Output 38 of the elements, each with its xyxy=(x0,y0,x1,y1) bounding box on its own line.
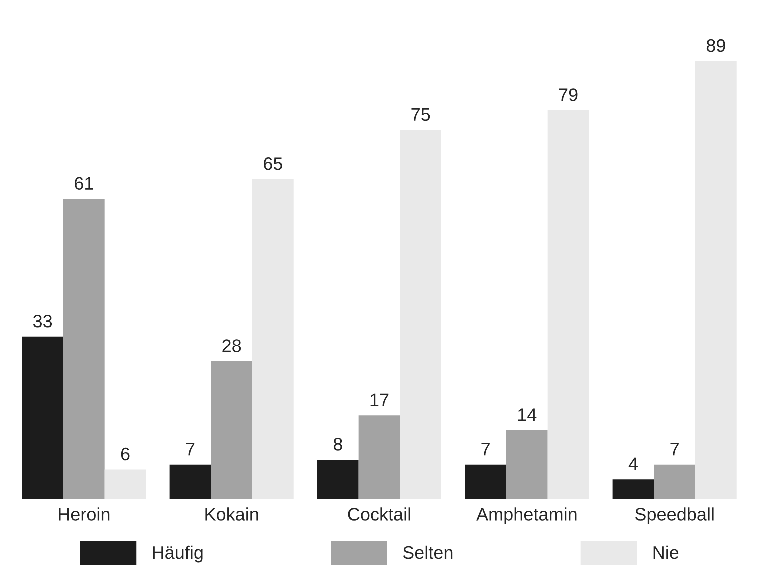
data-label: 17 xyxy=(370,394,389,406)
x-tick-label: Amphetamin xyxy=(476,508,577,524)
data-label: 14 xyxy=(518,408,537,422)
x-tick-label: Kokain xyxy=(206,508,258,521)
bar xyxy=(654,464,696,500)
data-label: 4 xyxy=(628,458,638,470)
x-tick-label: Cocktail xyxy=(348,508,410,521)
x-tick-label: Heroin xyxy=(59,508,110,521)
bar xyxy=(22,336,64,500)
bar xyxy=(211,362,253,500)
data-label: 28 xyxy=(222,340,242,352)
data-label: 7 xyxy=(186,443,195,456)
bar xyxy=(400,130,442,500)
data-label: 61 xyxy=(75,177,94,190)
bar xyxy=(506,430,548,500)
bar xyxy=(252,179,294,500)
data-label: 79 xyxy=(559,88,578,102)
bar xyxy=(696,61,737,500)
bar xyxy=(317,460,359,500)
legend-label: Nie xyxy=(654,546,679,560)
data-label: 8 xyxy=(334,438,342,451)
data-label: 7 xyxy=(670,443,679,456)
bar xyxy=(104,470,146,500)
legend-label: Häufig xyxy=(153,546,203,563)
bar xyxy=(170,464,212,500)
data-label: 7 xyxy=(482,443,490,456)
bar xyxy=(612,480,654,500)
x-tick-label: Speedball xyxy=(635,508,714,524)
data-label: 65 xyxy=(264,158,282,170)
legend-label: Selten xyxy=(403,546,453,560)
data-label: 89 xyxy=(706,39,726,52)
data-label: 6 xyxy=(121,448,130,461)
bar xyxy=(465,464,506,500)
bar xyxy=(63,199,105,500)
bar xyxy=(358,416,400,500)
data-label: 33 xyxy=(33,315,52,328)
bar xyxy=(548,110,590,500)
data-label: 75 xyxy=(412,108,430,122)
